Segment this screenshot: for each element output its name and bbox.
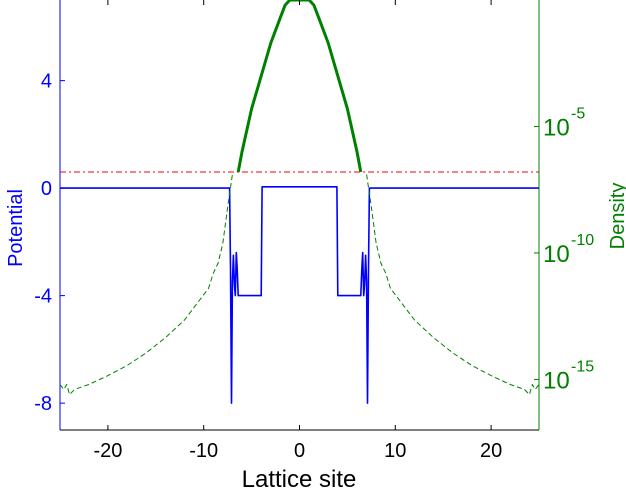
y-right-tick-exponent: -15 <box>571 358 594 375</box>
series-line-2 <box>60 174 233 396</box>
y-right-axis-label: Density <box>607 183 626 250</box>
series-line-3 <box>366 174 539 396</box>
x-tick-label: 20 <box>480 440 502 462</box>
y-left-tick-label: 0 <box>41 178 52 200</box>
y-right-tick-label: 10 <box>543 114 570 141</box>
x-tick-label: 10 <box>384 440 406 462</box>
plot-frame <box>59 0 540 431</box>
x-tick-label: 0 <box>294 440 305 462</box>
y-right-tick-label: 10 <box>543 367 570 394</box>
x-tick-label: -20 <box>93 440 122 462</box>
series-line-0 <box>60 186 539 404</box>
x-tick-label: -10 <box>189 440 218 462</box>
x-axis-label: Lattice site <box>242 466 357 493</box>
series-line-4 <box>236 0 363 173</box>
labels-layer: Lattice site Potential Density <box>5 183 626 493</box>
y-left-tick-label: -4 <box>34 286 52 308</box>
y-right-tick-exponent: -5 <box>571 105 585 122</box>
y-right-tick-label: 10 <box>543 241 570 268</box>
series-layer <box>60 0 539 404</box>
y-right-tick-exponent: -10 <box>571 232 594 249</box>
y-left-axis-label: Potential <box>5 189 27 267</box>
y-left-tick-label: 4 <box>41 71 52 93</box>
y-left-tick-label: -8 <box>34 393 52 415</box>
